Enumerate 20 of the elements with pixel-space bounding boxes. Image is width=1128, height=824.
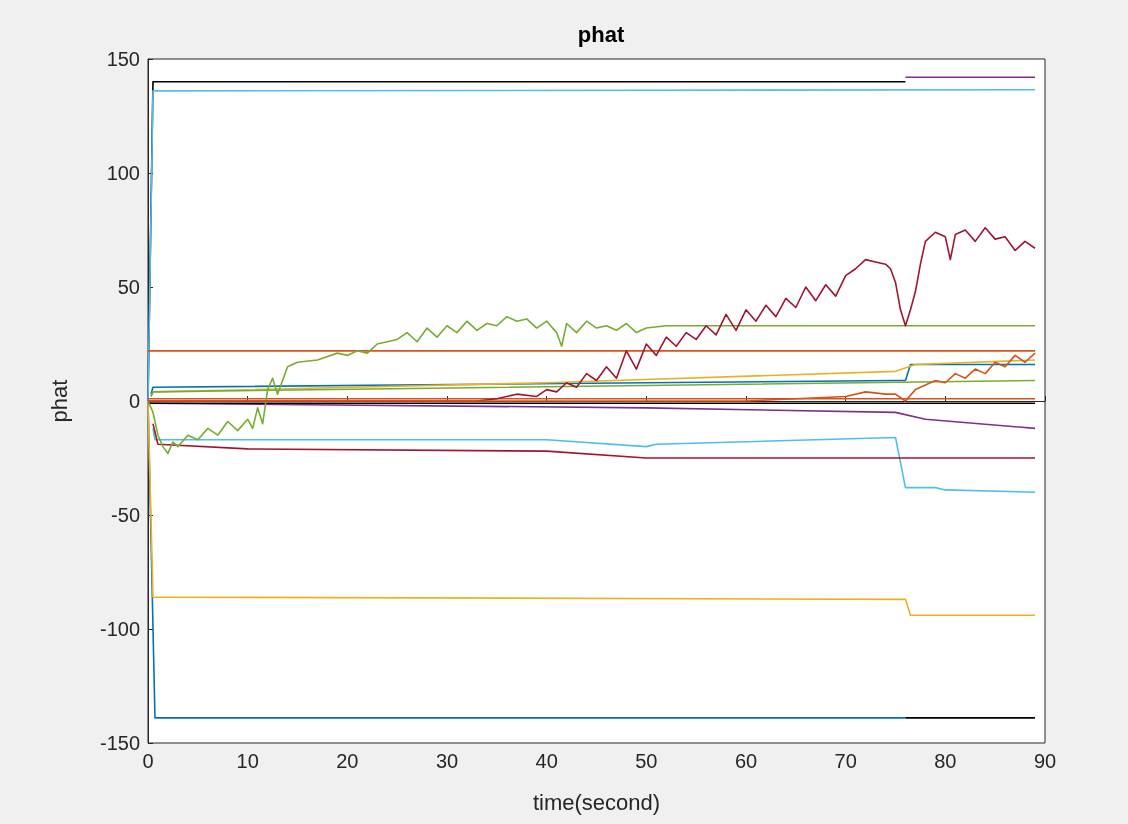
x-tick-label: 70 [834, 750, 857, 772]
y-tick-label: 50 [117, 276, 140, 298]
y-tick-label: -150 [99, 732, 140, 754]
x-tick-label: 20 [336, 750, 359, 772]
x-tick-label: 60 [734, 750, 758, 772]
y-tick-label: 100 [106, 162, 140, 184]
chart-title: phat [577, 21, 625, 47]
y-axis-title: phat [46, 379, 72, 423]
x-tick-label: 50 [635, 750, 658, 772]
x-tick-label: 40 [535, 750, 558, 772]
x-tick-label: 90 [1033, 750, 1057, 772]
y-tick-label: 0 [128, 390, 140, 412]
x-tick-label: 0 [142, 750, 154, 772]
y-tick-label: -50 [111, 504, 140, 526]
y-tick-label: -100 [99, 618, 140, 640]
x-tick-label: 30 [435, 750, 459, 772]
x-tick-label: 10 [236, 750, 259, 772]
y-tick-label: 150 [106, 48, 140, 70]
x-tick-label: 80 [934, 750, 957, 772]
x-axis-title: time(second) [532, 789, 661, 815]
